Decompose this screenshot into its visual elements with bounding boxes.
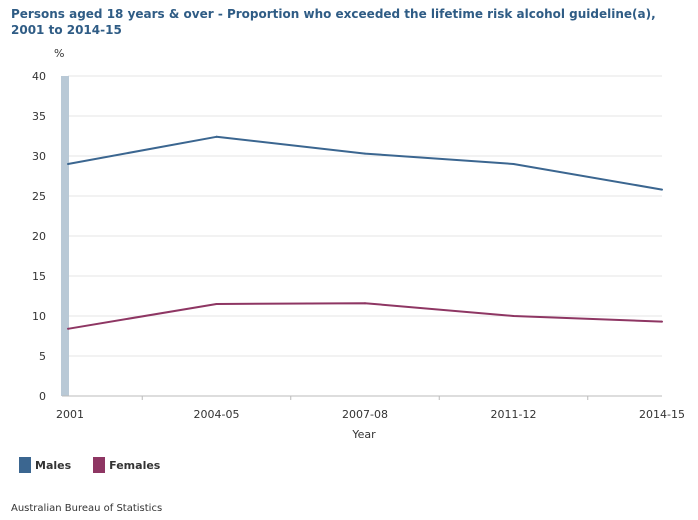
y-tick-label-10: 10: [32, 310, 46, 323]
data-point-males-2011-12: [512, 163, 515, 165]
y-tick-label-5: 5: [39, 350, 46, 363]
legend-label-females: Females: [109, 458, 161, 472]
legend-item-females[interactable]: Females: [93, 457, 160, 473]
legend-swatch-males: [19, 457, 31, 473]
legend: Males Females: [19, 457, 160, 473]
legend-swatch-females: [93, 457, 106, 473]
x-tick-label-2014-15: 2014-15: [639, 408, 685, 421]
y-tick-label-30: 30: [32, 150, 46, 163]
y-axis-tick-labels: 0 5 10 15 20 25 30 35 40: [32, 70, 46, 403]
y-tick-label-20: 20: [32, 230, 46, 243]
data-point-males-2014-15: [661, 188, 663, 191]
x-tick-label-2011-12: 2011-12: [491, 408, 537, 421]
x-axis-tick-labels: 2001 2004-05 2007-08 2011-12 2014-15: [56, 408, 685, 421]
chart-title: Persons aged 18 years & over - Proportio…: [11, 7, 656, 37]
gridlines: [68, 75, 662, 357]
series-line-males: [67, 135, 663, 191]
data-point-females-2007-08: [364, 302, 366, 305]
data-point-males-2001: [67, 163, 69, 165]
data-point-females-2014-15: [661, 320, 663, 323]
source-note: Australian Bureau of Statistics: [11, 503, 163, 514]
y-tick-label-25: 25: [32, 190, 46, 203]
y-tick-label-15: 15: [32, 270, 46, 283]
data-point-females-2001: [67, 327, 69, 330]
y-tick-label-0: 0: [39, 390, 46, 403]
x-axis-title: Year: [351, 428, 376, 441]
data-point-females-2004-05: [215, 303, 218, 305]
data-point-males-2007-08: [364, 152, 366, 155]
data-series: [67, 135, 663, 330]
x-tick-label-2001: 2001: [56, 408, 84, 421]
y-axis-title: %: [54, 47, 64, 60]
x-tick-label-2007-08: 2007-08: [342, 408, 388, 421]
y-tick-label-35: 35: [32, 110, 46, 123]
data-point-males-2004-05: [215, 135, 218, 138]
y-axis-band: [61, 76, 69, 396]
legend-item-males[interactable]: Males: [19, 457, 71, 473]
legend-label-males: Males: [35, 458, 72, 472]
y-tick-label-40: 40: [32, 70, 46, 83]
x-axis-ticks: [141, 396, 589, 400]
data-point-females-2011-12: [512, 315, 515, 317]
x-tick-label-2004-05: 2004-05: [194, 408, 240, 421]
